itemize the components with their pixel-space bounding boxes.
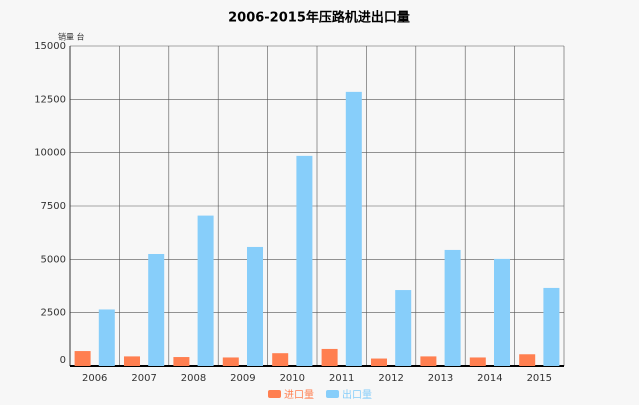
y-unit: 销量 台 (58, 32, 85, 42)
bar (519, 354, 536, 366)
bar (469, 357, 486, 366)
y-tick-label: 12500 (34, 94, 66, 105)
legend-swatch (326, 390, 339, 398)
x-tick-label: 2008 (181, 373, 206, 384)
x-tick-label: 2015 (527, 373, 552, 384)
legend-swatch (268, 390, 281, 398)
bar (272, 353, 289, 366)
x-tick-label: 2014 (477, 373, 502, 384)
bar (148, 254, 165, 366)
bar (98, 309, 115, 366)
bar (123, 356, 140, 366)
bar (345, 91, 362, 366)
bar (222, 357, 239, 366)
bar (197, 215, 214, 366)
x-tick-label: 2010 (280, 373, 305, 384)
y-tick-label: 15000 (34, 41, 66, 52)
y-tick-label: 10000 (34, 148, 66, 159)
y-tick-label: 0 (60, 355, 66, 366)
x-tick-label: 2012 (378, 373, 403, 384)
legend-label: 进口量 (284, 389, 314, 401)
bar (173, 357, 190, 366)
bar (494, 258, 511, 366)
x-tick-label: 2007 (131, 373, 156, 384)
x-tick-label: 2011 (329, 373, 354, 384)
bar (543, 287, 560, 366)
chart-title: 2006-2015年压路机进出口量 (228, 10, 410, 26)
bar (370, 358, 387, 366)
bar (74, 351, 91, 366)
legend-label: 出口量 (342, 388, 372, 401)
bar (321, 348, 338, 366)
bar (247, 246, 264, 366)
y-tick-label: 2500 (41, 308, 66, 319)
x-tick-label: 2006 (82, 373, 107, 384)
bar (296, 155, 313, 366)
bar (444, 249, 461, 366)
y-tick-label: 5000 (41, 254, 66, 265)
x-tick-label: 2013 (428, 373, 453, 384)
bar (420, 356, 437, 366)
y-tick-label: 7500 (41, 201, 66, 212)
x-tick-label: 2009 (230, 373, 255, 384)
bar (395, 290, 412, 366)
